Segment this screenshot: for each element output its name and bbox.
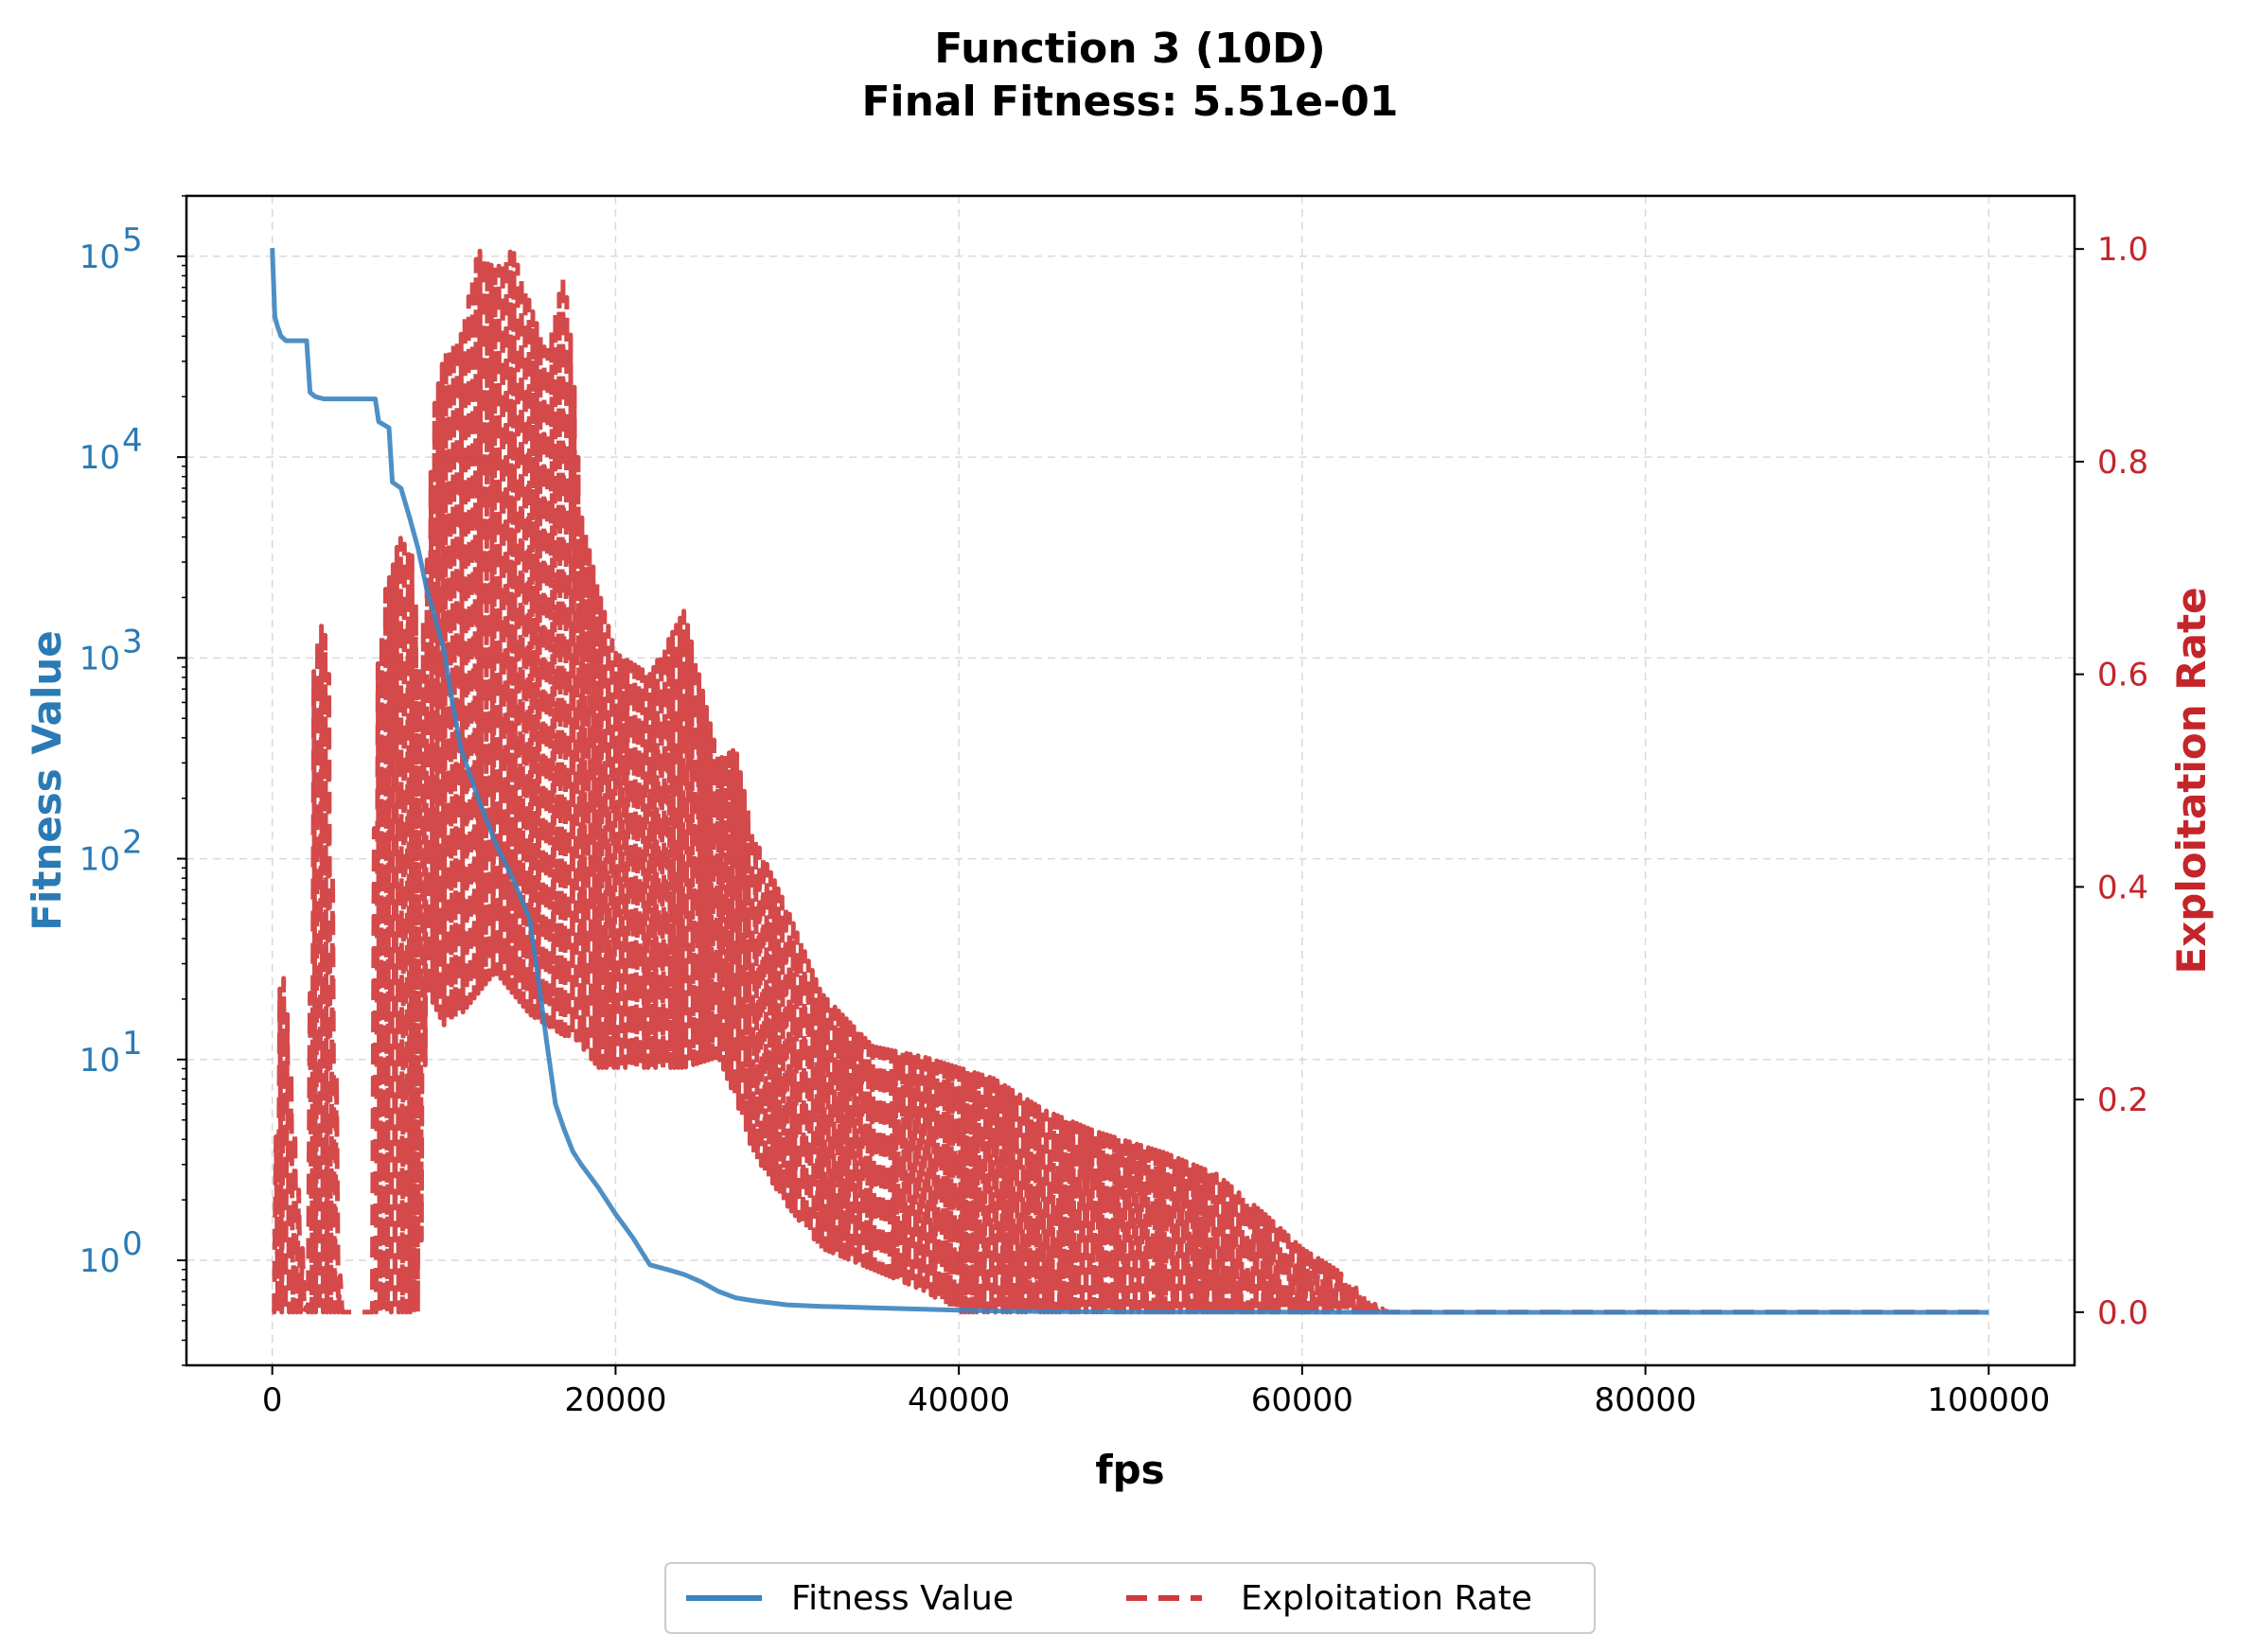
y-right-tick-label: 0.4 [2097,869,2148,906]
y-left-tick-exponent: 0 [122,1225,143,1263]
y-right-tick-label: 0.0 [2097,1294,2148,1332]
y-left-tick-exponent: 2 [122,824,143,862]
y-left-tick-exponent: 4 [122,422,143,460]
x-tick-label: 20000 [564,1381,666,1419]
series-layer [270,248,1989,1315]
x-tick-label: 40000 [908,1381,1010,1419]
legend: Fitness Value Exploitation Rate [664,1562,1596,1634]
legend-label-exploitation: Exploitation Rate [1241,1579,1532,1618]
y-left-tick-exponent: 3 [122,623,143,660]
y-left-tick-exponent: 1 [122,1025,143,1063]
legend-label-fitness: Fitness Value [791,1579,1014,1618]
y-axis-label-right: Exploitation Rate [2168,587,2215,974]
x-tick-label: 100000 [1927,1381,2050,1419]
fitness-value-line [270,248,1989,1315]
chart-subtitle: Final Fitness: 5.51e-01 [861,78,1398,126]
y-right-tick-label: 0.6 [2097,657,2148,694]
x-tick-label: 80000 [1595,1381,1697,1419]
exploitation-rate-line [272,248,1989,1315]
y-right-tick-label: 0.8 [2097,444,2148,482]
y-axis-label-left: Fitness Value [24,630,70,931]
y-left-tick-label: 10 [79,1042,120,1080]
x-tick-label: 60000 [1251,1381,1353,1419]
y-left-tick-label: 10 [79,439,120,477]
y-left-tick-label: 10 [79,841,120,879]
y-left-tick-label: 10 [79,640,120,677]
y-left-tick-label: 10 [79,238,120,276]
x-axis-label: fps [1095,1447,1164,1493]
y-left-tick-exponent: 5 [122,221,143,259]
x-tick-label: 0 [262,1381,283,1419]
plot-frame [185,194,2076,1367]
y-left-tick-label: 10 [79,1242,120,1280]
y-right-tick-label: 0.2 [2097,1081,2148,1119]
chart-title: Function 3 (10D) [934,25,1326,73]
y-right-tick-label: 1.0 [2097,231,2148,269]
